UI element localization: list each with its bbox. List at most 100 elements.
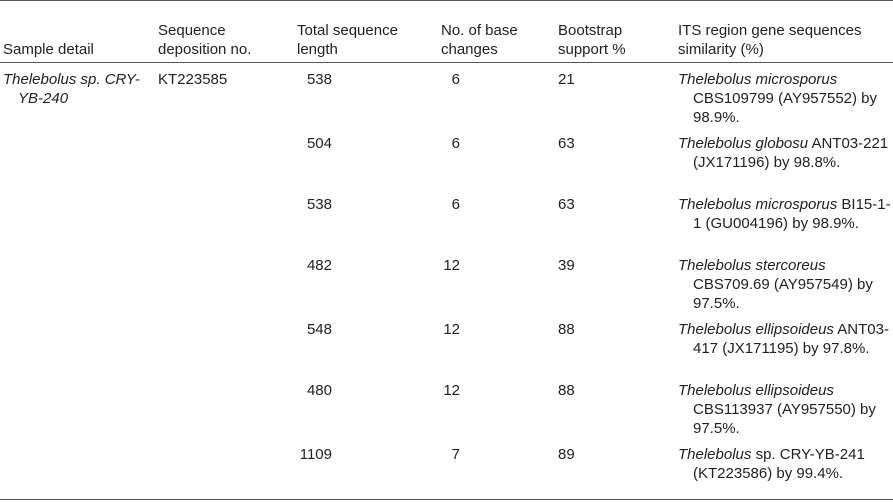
cell: 12 <box>438 313 555 374</box>
cell: 548 <box>294 313 438 374</box>
cell: 6 <box>438 188 555 249</box>
cell <box>0 374 155 438</box>
table-row: 1109 7 89 Thelebolus sp. CRY-YB-241 (KT2235… <box>0 438 893 500</box>
cell <box>155 374 294 438</box>
table-row: Thelebolus sp. CRY-YB-240 KT223585 538 6 21 T… <box>0 63 893 128</box>
cell: Thelebolus microsporus CBS109799 (AY9575… <box>675 63 893 128</box>
species-name: Thelebolus globosu <box>678 135 809 152</box>
match-detail: ANT03-417 (JX171195) by 97.8%. <box>693 321 889 357</box>
base-changes: 7 <box>451 446 460 463</box>
bootstrap: 21 <box>558 71 575 88</box>
similarity: Thelebolus microsporus CBS109799 (AY9575… <box>678 70 893 127</box>
similarity: Thelebolus microsporus BI15-1-1 (GU00419… <box>678 195 893 233</box>
table-body: Thelebolus sp. CRY-YB-240 KT223585 538 6 21 T… <box>0 63 893 500</box>
total-length: 1109 <box>299 446 332 463</box>
column-header: Total sequence length <box>294 0 438 63</box>
cell: 6 <box>438 63 555 128</box>
cell: Thelebolus sp. CRY-YB-240 <box>0 63 155 128</box>
column-header: Sequence deposition no. <box>155 0 294 63</box>
base-changes: 6 <box>451 135 460 152</box>
species-name: Thelebolus stercoreus <box>678 257 826 274</box>
cell: 482 <box>294 249 438 313</box>
similarity: Thelebolus ellipsoideus CBS113937 (AY957… <box>678 381 893 438</box>
species-name: Thelebolus microsporus <box>678 71 838 88</box>
cell <box>155 188 294 249</box>
deposition-no: KT223585 <box>158 71 228 88</box>
bootstrap: 63 <box>558 135 575 152</box>
match-detail: BI15-1-1 (GU004196) by 98.9%. <box>693 196 891 232</box>
cell <box>155 438 294 500</box>
cell: 88 <box>555 313 675 374</box>
bootstrap: 63 <box>558 196 575 213</box>
cell: 89 <box>555 438 675 500</box>
total-length: 538 <box>306 71 332 88</box>
cell: 88 <box>555 374 675 438</box>
base-changes: 6 <box>451 71 460 88</box>
total-length: 482 <box>306 257 332 274</box>
cell: 63 <box>555 127 675 188</box>
bootstrap: 89 <box>558 446 575 463</box>
table-row: 504 6 63 Thelebolus globosu ANT03-221 (JX17… <box>0 127 893 188</box>
cell <box>155 127 294 188</box>
cell: Thelebolus stercoreus CBS709.69 (AY95754… <box>675 249 893 313</box>
similarity: Thelebolus ellipsoideus ANT03-417 (JX171… <box>678 320 893 358</box>
cell <box>0 313 155 374</box>
similarity: Thelebolus stercoreus CBS709.69 (AY95754… <box>678 256 893 313</box>
cell: Thelebolus ellipsoideus CBS113937 (AY957… <box>675 374 893 438</box>
table-row: 482 12 39 Thelebolus stercoreus CBS709.69 (… <box>0 249 893 313</box>
base-changes: 12 <box>443 321 460 338</box>
cell <box>155 249 294 313</box>
cell: 1109 <box>294 438 438 500</box>
total-length: 480 <box>306 382 332 399</box>
cell: 12 <box>438 374 555 438</box>
cell: 538 <box>294 63 438 128</box>
cell <box>155 313 294 374</box>
cell <box>0 188 155 249</box>
total-length: 548 <box>306 321 332 338</box>
column-header: Bootstrap support % <box>555 0 675 63</box>
species-name: Thelebolus ellipsoideus <box>678 321 834 338</box>
match-detail: ANT03-221 (JX171196) by 98.8%. <box>693 135 889 171</box>
table-row: 480 12 88 Thelebolus ellipsoideus CBS113937… <box>0 374 893 438</box>
base-changes: 12 <box>443 382 460 399</box>
match-detail: sp. CRY-YB-241 (KT223586) by 99.4%. <box>693 446 865 482</box>
table-row: 538 6 63 Thelebolus microsporus BI15-1-1 (G… <box>0 188 893 249</box>
base-changes: 12 <box>443 257 460 274</box>
cell: Thelebolus microsporus BI15-1-1 (GU00419… <box>675 188 893 249</box>
cell: Thelebolus ellipsoideus ANT03-417 (JX171… <box>675 313 893 374</box>
cell: 538 <box>294 188 438 249</box>
similarity: Thelebolus sp. CRY-YB-241 (KT223586) by … <box>678 445 893 483</box>
column-header: Sample detail <box>0 0 155 63</box>
cell <box>0 438 155 500</box>
species-name: Thelebolus <box>678 446 752 463</box>
base-changes: 6 <box>451 196 460 213</box>
cell: 504 <box>294 127 438 188</box>
match-detail: CBS709.69 (AY957549) by 97.5%. <box>693 276 873 312</box>
match-detail: CBS109799 (AY957552) by 98.9%. <box>693 90 878 126</box>
cell: 12 <box>438 249 555 313</box>
cell <box>0 127 155 188</box>
table-row: 548 12 88 Thelebolus ellipsoideus ANT03-417… <box>0 313 893 374</box>
bootstrap: 39 <box>558 257 575 274</box>
bootstrap: 88 <box>558 321 575 338</box>
cell: 39 <box>555 249 675 313</box>
cell: 63 <box>555 188 675 249</box>
cell <box>0 249 155 313</box>
sample-detail: Thelebolus sp. CRY-YB-240 <box>3 71 140 107</box>
cell: 7 <box>438 438 555 500</box>
cell: Thelebolus sp. CRY-YB-241 (KT223586) by … <box>675 438 893 500</box>
cell: Thelebolus globosu ANT03-221 (JX171196) … <box>675 127 893 188</box>
cell: 21 <box>555 63 675 128</box>
column-header: No. of base changes <box>438 0 555 63</box>
species-name: Thelebolus microsporus <box>678 196 838 213</box>
match-detail: CBS113937 (AY957550) by 97.5%. <box>693 401 876 437</box>
total-length: 504 <box>306 135 332 152</box>
similarity: Thelebolus globosu ANT03-221 (JX171196) … <box>678 134 893 172</box>
header-row: Sample detail Sequence deposition no. Tota… <box>0 0 893 63</box>
bootstrap: 88 <box>558 382 575 399</box>
total-length: 538 <box>306 196 332 213</box>
cell: 6 <box>438 127 555 188</box>
column-header: ITS region gene sequences similarity (%) <box>675 0 893 63</box>
cell: 480 <box>294 374 438 438</box>
